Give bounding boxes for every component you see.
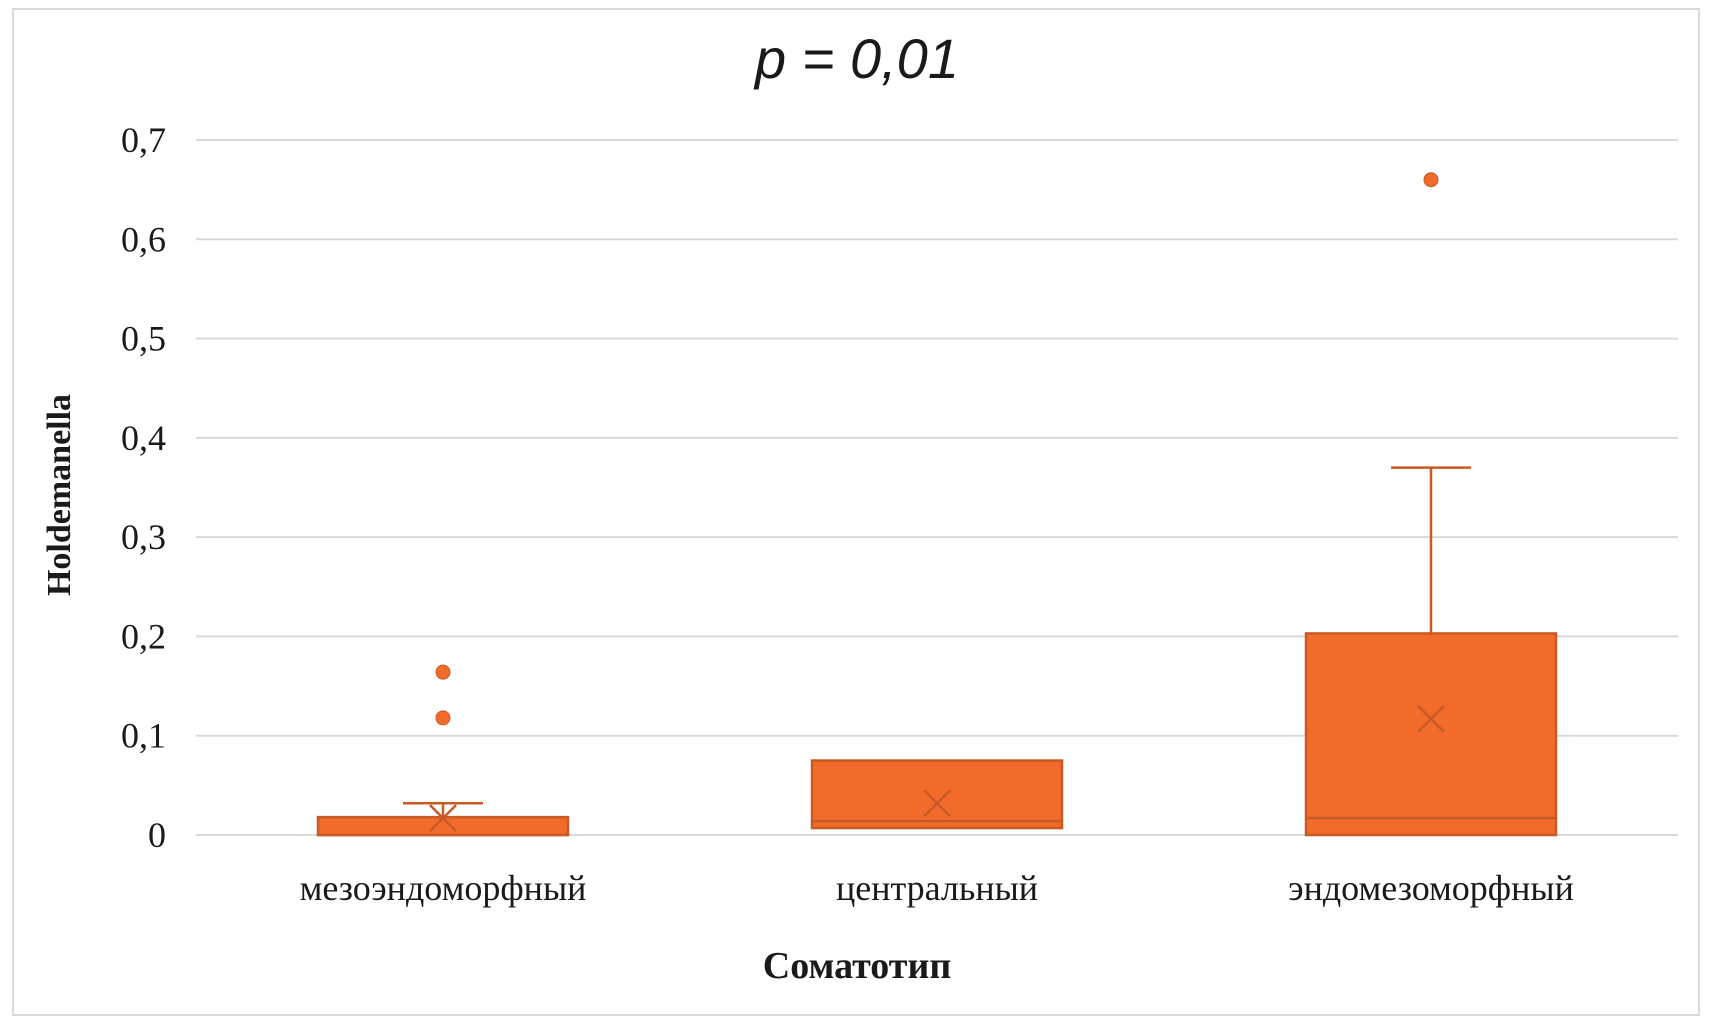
y-tick-label: 0,2 — [121, 616, 166, 656]
box — [810, 759, 1064, 830]
mean-marker — [1417, 704, 1445, 733]
outlier-point — [435, 664, 451, 680]
outlier-point — [435, 710, 451, 726]
y-tick-label: 0,3 — [121, 517, 166, 557]
chart-frame — [12, 8, 1700, 1016]
mean-marker — [429, 804, 457, 833]
x-tick-label: центральный — [836, 868, 1038, 908]
y-tick-label: 0,7 — [121, 120, 166, 160]
x-tick-label: мезоэндоморфный — [300, 868, 587, 908]
x-axis-label: Соматотип — [762, 945, 952, 987]
y-tick-label: 0 — [148, 815, 166, 855]
outlier-point — [1423, 172, 1439, 188]
y-tick-label: 0,1 — [121, 716, 166, 756]
box — [1304, 632, 1558, 837]
y-tick-label: 0,6 — [121, 219, 166, 259]
mean-marker — [923, 789, 951, 818]
y-tick-label: 0,4 — [121, 418, 166, 458]
chart-title: p = 0,01 — [755, 27, 959, 90]
x-tick-label: эндомезоморфный — [1288, 868, 1574, 908]
y-tick-label: 0,5 — [121, 319, 166, 359]
